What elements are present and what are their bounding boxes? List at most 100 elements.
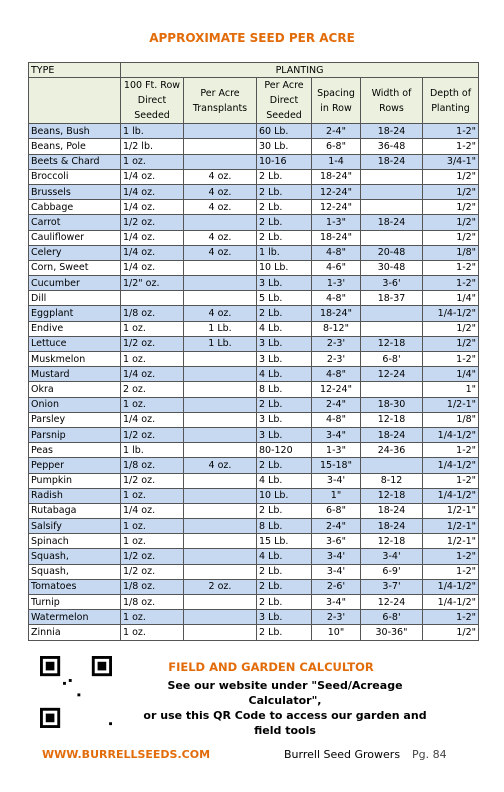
table-cell: 2-3' [311, 335, 361, 353]
group-header-row: TYPE PLANTING [28, 61, 480, 79]
table-cell: 3-4" [311, 426, 361, 444]
table-cell: Salsify [28, 518, 121, 535]
table-cell [183, 350, 257, 368]
calculator-title: FIELD AND GARDEN CALCULTOR [168, 660, 374, 674]
table-cell: 1/2-1" [421, 502, 480, 520]
table-cell: 1-4 [311, 153, 361, 170]
table-cell: Corn, Sweet [28, 259, 121, 277]
column-header: Per Acre Direct Seeded [256, 77, 312, 125]
table-cell: 30 Lb. [256, 138, 312, 155]
table-row: Rutabaga 1/4 oz. 2 Lb. 6-8" 18-24 1/2-1" [28, 502, 480, 520]
table-cell: Parsley [28, 411, 121, 428]
table-cell: 3-7' [360, 578, 423, 596]
table-row: Watermelon 1 oz. 3 Lb. 2-3' 6-8' 1-2" [28, 609, 480, 626]
table-cell: 12-24" [311, 183, 361, 201]
calculator-line: See our website under "Seed/Acreage Calc… [167, 679, 403, 707]
table-cell: 1/8" [421, 411, 480, 428]
table-cell: 1/4-1/2" [421, 426, 480, 444]
table-cell: 12-18 [360, 411, 423, 428]
table-cell [360, 320, 423, 337]
table-cell [183, 624, 257, 641]
table-cell: 3 Lb. [256, 275, 312, 292]
table-cell: 1/2" [421, 199, 480, 216]
qr-module [77, 693, 81, 697]
table-cell: Beans, Bush [28, 123, 121, 140]
table-cell: 3 Lb. [256, 609, 312, 626]
table-row: Lettuce 1/2 oz. 1 Lb. 3 Lb. 2-3' 12-18 1/2" [28, 335, 480, 353]
table-cell: 1-2" [421, 563, 480, 580]
table-row: Beets & Chard 1 oz. 10-16 1-4 18-24 3/4-1" [28, 153, 480, 170]
table-cell: 3-4" [311, 593, 361, 611]
table-row: Tomatoes 1/8 oz. 2 oz. 2 Lb. 2-6' 3-7' 1/4-1/2… [28, 578, 480, 596]
table-row: Beans, Bush 1 lb. 60 Lb. 2-4" 18-24 1-2" [28, 123, 480, 140]
table-cell: 2 oz. [120, 381, 184, 398]
table-cell: 1 oz. [120, 153, 184, 170]
table-cell: 1/2 oz. [120, 563, 184, 580]
table-cell: 2 Lb. [256, 305, 312, 322]
qr-code [40, 656, 112, 728]
table-cell: 2 Lb. [256, 593, 312, 611]
table-cell: 1/4-1/2" [421, 305, 480, 322]
table-cell: 4 oz. [183, 305, 257, 322]
table-cell: Squash, [28, 548, 121, 565]
table-row: Carrot 1/2 oz. 2 Lb. 1-3" 18-24 1/2" [28, 214, 480, 231]
table-cell: 8 Lb. [256, 518, 312, 535]
table-cell: 18-24 [360, 502, 423, 520]
table-cell: 1 oz. [120, 320, 184, 337]
table-cell: 2 oz. [183, 578, 257, 596]
table-cell: 1-3' [311, 275, 361, 292]
table-cell: 1/2" oz. [120, 275, 184, 292]
table-row: Zinnia 1 oz. 2 Lb. 10" 30-36" 1/2" [28, 624, 480, 641]
table-cell: Cucumber [28, 275, 121, 292]
table-cell: 1/4 oz. [120, 199, 184, 216]
table-row: Pepper 1/8 oz. 4 oz. 2 Lb. 15-18" 1/4-1/2" [28, 457, 480, 474]
table-cell: 1/4 oz. [120, 168, 184, 185]
table-cell: 18-24 [360, 123, 423, 140]
table-cell: 1/4 oz. [120, 502, 184, 520]
table-cell: 1-2" [421, 609, 480, 626]
calculator-note: FIELD AND GARDEN CALCULTOR See our websi… [135, 660, 435, 738]
calculator-line: field tools [254, 724, 316, 737]
table-cell: 1/8" [421, 244, 480, 261]
table-cell: 5 Lb. [256, 290, 312, 307]
table-row: Muskmelon 1 oz. 3 Lb. 2-3' 6-8' 1-2" [28, 350, 480, 368]
table-cell: 1/4 oz. [120, 411, 184, 428]
table-cell: 1 lb. [120, 123, 184, 140]
table-cell: 1-2" [421, 442, 480, 459]
table-cell: 1/2-1" [421, 396, 480, 413]
table-row: Okra 2 oz. 8 Lb. 12-24" 1" [28, 381, 480, 398]
table-cell: Rutabaga [28, 502, 121, 520]
table-cell: 4 oz. [183, 457, 257, 474]
table-cell: 10-16 [256, 153, 312, 170]
table-cell: 1/8 oz. [120, 457, 184, 474]
table-cell [183, 290, 257, 307]
table-cell: Brussels [28, 183, 121, 201]
table-cell: 1/4 oz. [120, 183, 184, 201]
table-cell: Pumpkin [28, 472, 121, 489]
table-cell: Tomatoes [28, 578, 121, 596]
table-cell [183, 609, 257, 626]
table-cell: 1/4" [421, 290, 480, 307]
table-cell [183, 123, 257, 140]
table-cell: 1/4 oz. [120, 259, 184, 277]
table-row: Turnip 1/8 oz. 2 Lb. 3-4" 12-24 1/4-1/2" [28, 593, 480, 611]
table-cell: 2 Lb. [256, 168, 312, 185]
table-cell: 1/4 oz. [120, 229, 184, 246]
table-cell: 1 oz. [120, 609, 184, 626]
table-cell: 24-36 [360, 442, 423, 459]
table-cell: 12-18 [360, 487, 423, 504]
table-cell [183, 366, 257, 383]
table-row: Parsnip 1/2 oz. 3 Lb. 3-4" 18-24 1/4-1/2" [28, 426, 480, 444]
table-cell: 1-2" [421, 123, 480, 140]
table-cell: 1 lb. [256, 244, 312, 261]
table-cell [183, 214, 257, 231]
table-cell: 2-3' [311, 609, 361, 626]
table-cell [183, 487, 257, 504]
table-cell [360, 168, 423, 185]
table-row: Radish 1 oz. 10 Lb. 1" 12-18 1/4-1/2" [28, 487, 480, 504]
qr-module [63, 681, 66, 685]
group-header: TYPE [28, 61, 121, 79]
table-cell: 1/2" [421, 320, 480, 337]
table-cell: 1/2 oz. [120, 214, 184, 231]
table-cell: 12-24 [360, 366, 423, 383]
